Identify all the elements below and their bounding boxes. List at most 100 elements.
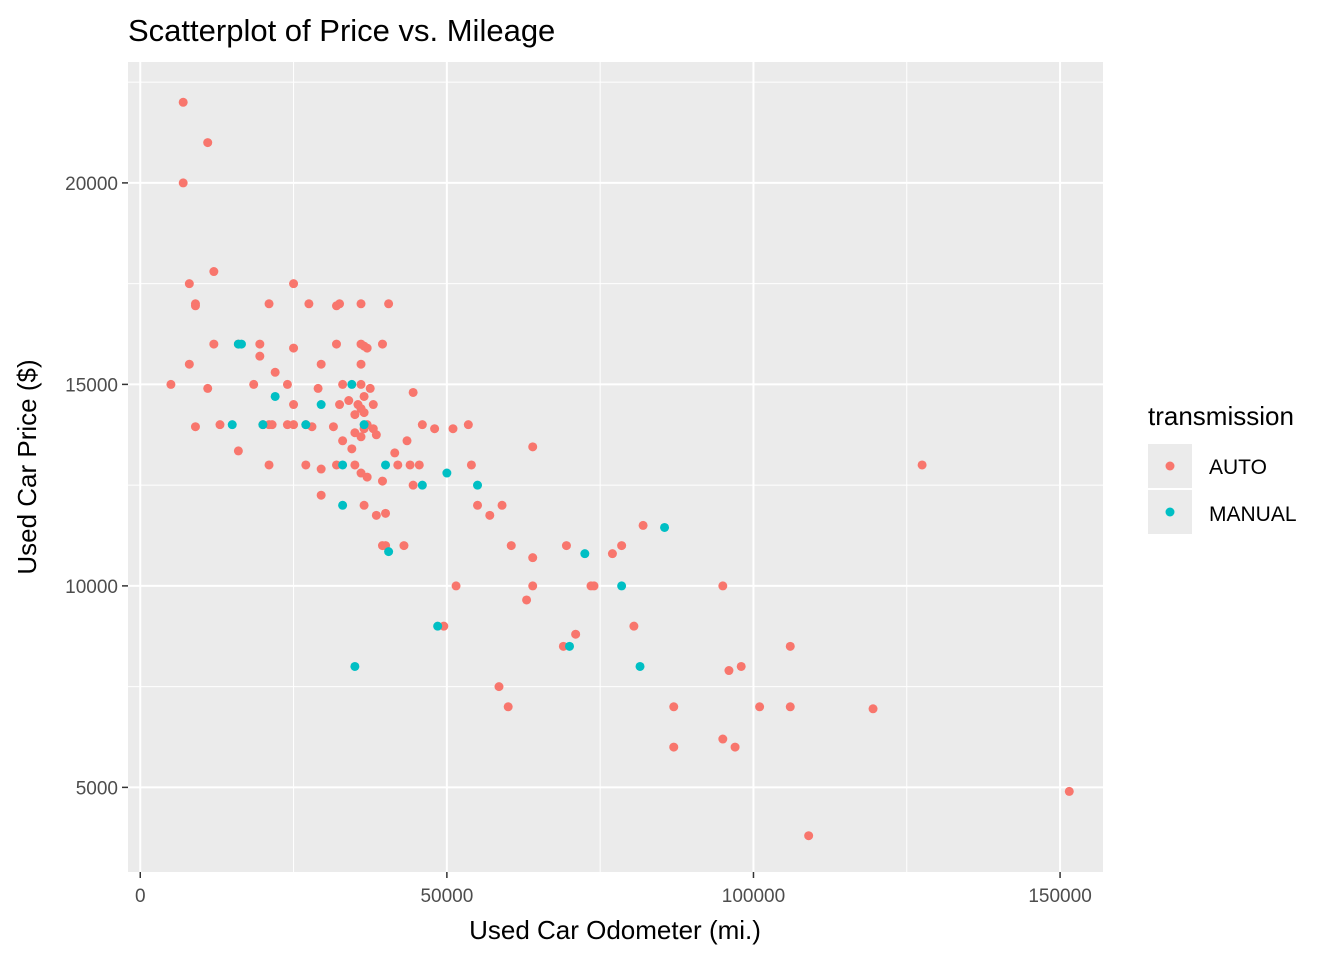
data-point-auto <box>371 430 381 440</box>
data-point-auto <box>528 581 538 591</box>
data-point-auto <box>270 367 280 377</box>
data-point-auto <box>359 408 369 418</box>
data-point-auto <box>528 553 538 563</box>
legend-key-auto <box>1165 461 1175 471</box>
y-tick-label: 5000 <box>76 778 118 799</box>
data-point-auto <box>178 178 188 188</box>
data-point-manual <box>316 400 326 410</box>
data-point-auto <box>338 436 348 446</box>
data-point-manual <box>270 391 280 401</box>
data-point-auto <box>617 541 627 551</box>
data-point-auto <box>755 702 765 712</box>
data-point-auto <box>301 460 311 470</box>
x-tick-label: 0 <box>135 886 146 907</box>
data-point-auto <box>289 400 299 410</box>
data-point-auto <box>571 629 581 639</box>
data-point-auto <box>414 460 424 470</box>
data-point-auto <box>377 476 387 486</box>
data-point-auto <box>381 508 391 518</box>
legend-label-auto: AUTO <box>1209 456 1267 479</box>
data-point-auto <box>350 460 360 470</box>
data-point-auto <box>264 460 274 470</box>
data-point-auto <box>313 383 323 393</box>
data-point-manual <box>635 661 645 671</box>
data-point-manual <box>384 547 394 557</box>
data-point-manual <box>433 621 443 631</box>
data-point-auto <box>868 704 878 714</box>
data-point-auto <box>485 510 495 520</box>
data-point-auto <box>463 420 473 430</box>
data-points <box>166 97 1074 841</box>
data-point-manual <box>565 641 575 651</box>
data-point-auto <box>289 343 299 353</box>
data-point-auto <box>522 595 532 605</box>
data-point-auto <box>405 460 415 470</box>
data-point-auto <box>718 581 728 591</box>
legend-label-manual: MANUAL <box>1209 503 1297 526</box>
minor-gridlines <box>128 62 1103 872</box>
plot-panel <box>128 62 1103 872</box>
data-point-manual <box>338 500 348 510</box>
data-point-auto <box>561 541 571 551</box>
y-tick-label: 10000 <box>65 577 118 598</box>
data-point-manual <box>580 549 590 559</box>
data-point-auto <box>669 702 679 712</box>
data-point-manual <box>227 420 237 430</box>
x-tick-label: 150000 <box>1028 886 1091 907</box>
data-point-auto <box>503 702 513 712</box>
data-point-auto <box>267 420 277 430</box>
data-point-auto <box>473 500 483 510</box>
data-point-auto <box>494 682 504 692</box>
data-point-manual <box>350 661 360 671</box>
data-point-auto <box>362 343 372 353</box>
data-point-auto <box>166 379 176 389</box>
data-point-auto <box>804 831 814 841</box>
data-point-auto <box>347 444 357 454</box>
x-tick-label: 50000 <box>420 886 473 907</box>
data-point-auto <box>718 734 728 744</box>
data-point-auto <box>384 299 394 309</box>
x-axis-ticks: 0 50000 100000 150000 <box>135 872 1092 907</box>
data-point-auto <box>730 742 740 752</box>
data-point-auto <box>359 391 369 401</box>
data-point-manual <box>258 420 268 430</box>
data-point-auto <box>451 581 461 591</box>
data-point-auto <box>289 420 299 430</box>
data-point-auto <box>190 422 200 432</box>
data-point-auto <box>255 339 265 349</box>
data-point-manual <box>359 420 369 430</box>
major-gridlines <box>128 62 1103 872</box>
data-point-auto <box>466 460 476 470</box>
data-point-auto <box>316 490 326 500</box>
data-point-auto <box>629 621 639 631</box>
data-point-auto <box>344 396 354 406</box>
data-point-auto <box>282 379 292 389</box>
data-point-auto <box>316 359 326 369</box>
data-point-auto <box>255 351 265 361</box>
data-point-manual <box>381 460 391 470</box>
data-point-auto <box>184 279 194 289</box>
data-point-auto <box>209 267 219 277</box>
data-point-auto <box>497 500 507 510</box>
data-point-auto <box>430 424 440 434</box>
data-point-auto <box>1064 786 1074 796</box>
data-point-auto <box>264 299 274 309</box>
data-point-auto <box>215 420 225 430</box>
data-point-auto <box>233 446 243 456</box>
data-point-auto <box>785 641 795 651</box>
data-point-auto <box>316 464 326 474</box>
data-point-auto <box>304 299 314 309</box>
data-point-auto <box>528 442 538 452</box>
data-point-auto <box>408 387 418 397</box>
data-point-auto <box>607 549 617 559</box>
data-point-auto <box>402 436 412 446</box>
data-point-auto <box>335 400 345 410</box>
data-point-auto <box>669 742 679 752</box>
data-point-auto <box>356 432 366 442</box>
data-point-auto <box>365 383 375 393</box>
data-point-auto <box>917 460 927 470</box>
data-point-auto <box>178 97 188 107</box>
data-point-manual <box>473 480 483 490</box>
data-point-auto <box>362 472 372 482</box>
data-point-auto <box>589 581 599 591</box>
